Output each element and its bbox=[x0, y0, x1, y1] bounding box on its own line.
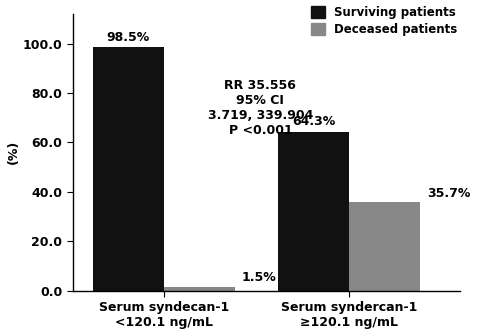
Text: RR 35.556
95% CI
3.719, 339.904
P <0.001: RR 35.556 95% CI 3.719, 339.904 P <0.001 bbox=[208, 79, 313, 137]
Text: 98.5%: 98.5% bbox=[106, 31, 150, 44]
Y-axis label: (%): (%) bbox=[7, 140, 20, 164]
Text: 35.7%: 35.7% bbox=[427, 187, 471, 200]
Bar bbox=[349, 203, 420, 291]
Bar bbox=[92, 47, 164, 291]
Bar bbox=[278, 132, 349, 291]
Text: 64.3%: 64.3% bbox=[292, 115, 335, 128]
Text: 1.5%: 1.5% bbox=[242, 271, 276, 285]
Bar bbox=[164, 287, 235, 291]
Legend: Surviving patients, Deceased patients: Surviving patients, Deceased patients bbox=[311, 6, 458, 36]
